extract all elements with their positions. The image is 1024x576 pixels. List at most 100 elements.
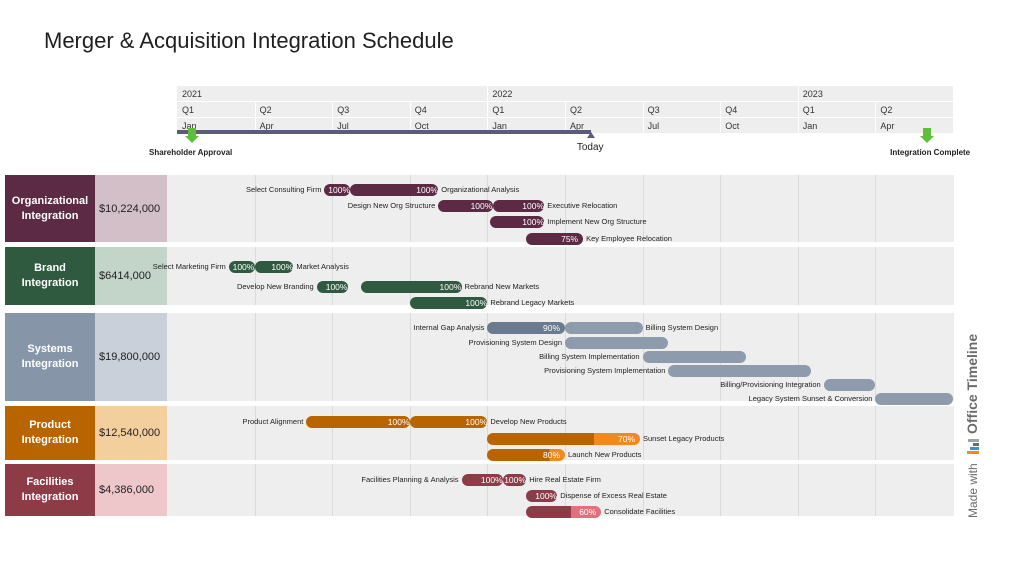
task-name: Sunset Legacy Products <box>643 434 725 443</box>
task-percent: 100% <box>232 262 255 272</box>
quarter-label: Q3 <box>647 105 660 115</box>
task-percent: 100% <box>504 475 526 485</box>
swimlane-label: Organizational Integration <box>5 175 95 242</box>
lane-gridline <box>332 464 334 516</box>
lane-gridline <box>565 313 566 401</box>
task-bar <box>487 449 565 461</box>
lane-gridline <box>875 247 877 305</box>
lane-gridline <box>332 175 334 242</box>
today-label: Today <box>576 142 604 153</box>
task-bar <box>350 184 439 196</box>
lane-gridline <box>332 247 334 305</box>
lane-gridline <box>642 464 644 516</box>
lane-gridline <box>487 464 489 516</box>
task-name: Launch New Products <box>568 450 642 459</box>
made-with-watermark: Made with Office Timeline <box>958 330 984 520</box>
task-bar <box>409 297 488 309</box>
lane-gridline <box>797 247 799 305</box>
task-percent: 100% <box>328 185 351 195</box>
task-name: Key Employee Relocation <box>586 234 672 243</box>
quarter-divider <box>642 102 644 132</box>
lane-gridline <box>797 464 799 516</box>
milestone-arrow-icon <box>188 128 196 136</box>
month-label: Jan <box>802 121 818 131</box>
lane-gridline <box>720 464 722 516</box>
milestone-label: Shareholder Approval <box>149 148 233 157</box>
swimlane-label: Brand Integration <box>5 247 95 305</box>
month-label: Oct <box>725 121 740 131</box>
quarter-divider <box>875 102 877 132</box>
lane-gridline <box>875 175 877 242</box>
task-percent: 100% <box>325 282 348 292</box>
lane-gridline <box>642 175 644 242</box>
swimlane-cost: $4,386,000 <box>95 464 167 516</box>
task-percent: 100% <box>465 298 488 308</box>
task-bar <box>438 200 493 212</box>
task-name: Rebrand New Markets <box>464 282 540 291</box>
task-name: Internal Gap Analysis <box>413 323 485 332</box>
lane-gridline <box>487 313 489 401</box>
lane-gridline <box>332 406 334 460</box>
lane-gridline <box>409 313 411 401</box>
quarter-divider <box>565 102 566 132</box>
quarter-label: Q1 <box>802 105 815 115</box>
swimlane-cost: $10,224,000 <box>95 175 167 242</box>
task-bar <box>492 200 545 212</box>
task-name: Select Consulting Firm <box>246 185 322 194</box>
task-bar <box>668 365 811 377</box>
lane-gridline <box>797 313 799 401</box>
task-percent: 100% <box>271 262 294 272</box>
task-bar <box>228 261 255 273</box>
task-bar <box>316 281 348 293</box>
task-percent: 100% <box>439 282 462 292</box>
quarter-label: Q2 <box>259 105 272 115</box>
month-label: Jan <box>492 121 507 131</box>
task-name: Consolidate Facilities <box>604 507 676 516</box>
swimlane-label: Systems Integration <box>5 313 95 401</box>
task-percent: 100% <box>465 417 488 427</box>
task-bar <box>360 281 462 293</box>
task-name: Billing System Design <box>645 323 719 332</box>
task-bar <box>461 474 503 486</box>
watermark-prefix: Made with <box>966 463 980 518</box>
swimlane-cost: $6414,000 <box>95 247 167 305</box>
task-bar <box>526 490 558 502</box>
task-name: Market Analysis <box>296 262 349 271</box>
swimlane-label: Facilities Integration <box>5 464 95 516</box>
task-percent: 75% <box>561 234 579 244</box>
watermark-brand: Office Timeline <box>964 334 980 434</box>
task-percent: 100% <box>522 201 545 211</box>
task-percent: 100% <box>480 475 503 485</box>
task-bar <box>823 379 876 391</box>
month-label: Jan <box>182 121 197 131</box>
lane-gridline <box>409 175 411 242</box>
task-bar <box>502 474 527 486</box>
swimlane-label: Product Integration <box>5 406 95 460</box>
task-name: Legacy System Sunset & Conversion <box>748 394 873 403</box>
lane-gridline <box>332 313 334 401</box>
year-label: 2021 <box>182 89 203 99</box>
task-percent: 70% <box>618 434 636 444</box>
task-bar <box>254 261 294 273</box>
task-name: Facilities Planning & Analysis <box>361 475 459 484</box>
lane-gridline <box>875 313 877 401</box>
month-label: Jul <box>337 121 349 131</box>
lane-gridline <box>642 247 644 305</box>
quarter-label: Q2 <box>570 105 583 115</box>
lane-gridline <box>409 406 411 460</box>
task-name: Design New Org Structure <box>347 201 436 210</box>
milestone-arrow-icon <box>923 128 932 136</box>
quarter-divider <box>254 102 256 132</box>
task-percent: 100% <box>416 185 438 195</box>
lane-gridline <box>797 175 799 242</box>
task-bar <box>487 322 565 334</box>
task-name: Organizational Analysis <box>441 185 520 194</box>
task-percent: 90% <box>543 323 561 333</box>
today-line <box>177 130 591 134</box>
task-name: Billing/Provisioning Integration <box>720 380 821 389</box>
lane-gridline <box>797 406 799 460</box>
quarter-label: Q4 <box>414 105 427 115</box>
lane-gridline <box>875 464 877 516</box>
lane-gridline <box>720 175 722 242</box>
lane-gridline <box>642 406 644 460</box>
